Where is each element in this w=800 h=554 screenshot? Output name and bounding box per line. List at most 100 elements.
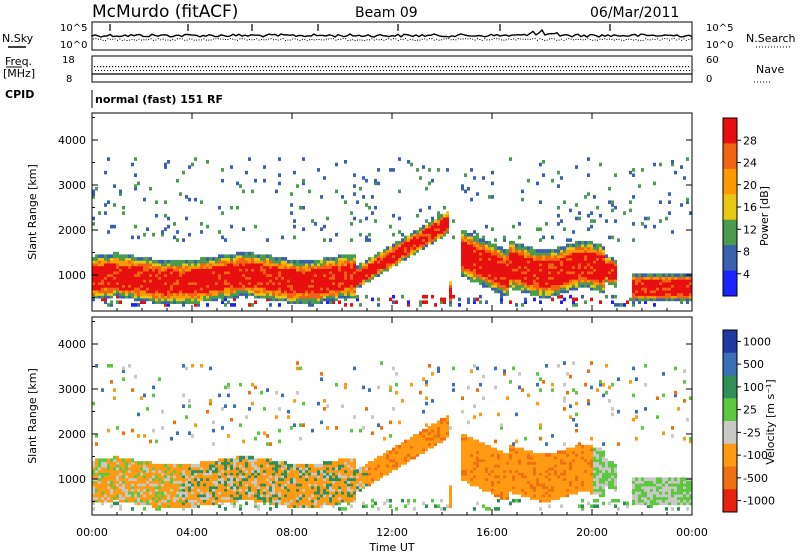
nsearch-dot: [510, 39, 512, 40]
echo-cell: [296, 278, 299, 283]
echo-cell: [485, 249, 488, 253]
echo-cell: [596, 281, 599, 285]
echo-cell: [137, 284, 140, 288]
echo-cell: [209, 501, 212, 506]
echo-cell: [128, 480, 131, 484]
echo-cell: [524, 270, 527, 275]
echo-cell: [128, 292, 131, 296]
echo-cell: [665, 276, 668, 280]
echo-cell: [266, 297, 269, 302]
echo-cell: [638, 273, 641, 277]
echo-cell: [557, 294, 560, 299]
echo-cell: [350, 281, 353, 285]
echo-cell: [110, 364, 113, 368]
echo-cell: [92, 482, 95, 487]
echo-cell: [554, 267, 557, 272]
echo-cell: [212, 442, 215, 446]
echo-cell: [146, 496, 149, 500]
echo-cell: [491, 259, 494, 264]
echo-cell: [287, 292, 290, 296]
echo-cell: [311, 278, 314, 283]
nave-dot: [410, 70, 411, 71]
nsearch-dot: [493, 38, 495, 39]
echo-cell: [233, 488, 236, 492]
echo-cell: [110, 480, 113, 484]
echo-cell: [650, 273, 653, 277]
echo-cell: [200, 488, 203, 492]
echo-cell: [215, 289, 218, 294]
echo-cell: [464, 262, 467, 267]
echo-cell: [197, 504, 200, 508]
echo-cell: [665, 284, 668, 288]
nave-dot: [425, 70, 426, 71]
echo-cell: [533, 273, 536, 277]
echo-cell: [476, 267, 479, 272]
echo-cell: [518, 278, 521, 283]
echo-cell: [470, 197, 473, 202]
echo-cell: [446, 216, 449, 221]
echo-cell: [335, 262, 338, 267]
echo-cell: [191, 259, 194, 264]
echo-cell: [221, 178, 224, 183]
echo-cell: [206, 469, 209, 473]
nave-label: Nave: [756, 63, 784, 76]
echo-cell: [272, 474, 275, 479]
echo-cell: [212, 501, 215, 506]
echo-cell: [164, 227, 167, 231]
echo-cell: [209, 474, 212, 479]
echo-cell: [581, 267, 584, 272]
echo-cell: [653, 278, 656, 283]
echo-cell: [227, 493, 230, 498]
echo-cell: [686, 294, 689, 299]
nsearch-dot: [589, 39, 591, 41]
echo-cell: [206, 409, 209, 414]
echo-cell: [254, 286, 257, 291]
echo-cell: [101, 471, 104, 476]
freq-dot: [286, 66, 288, 68]
echo-cell: [464, 254, 467, 258]
echo-cell: [209, 281, 212, 285]
echo-cell: [380, 251, 383, 256]
echo-cell: [179, 300, 182, 304]
freq-dot: [349, 66, 351, 68]
freq-dot: [511, 66, 513, 68]
echo-cell: [362, 276, 365, 280]
echo-cell: [587, 262, 590, 267]
echo-cell: [215, 292, 218, 296]
echo-cell: [290, 289, 293, 294]
nsearch-dot: [453, 39, 454, 41]
echo-cell: [179, 265, 182, 269]
echo-cell: [101, 276, 104, 280]
freq-label-2: [MHz]: [3, 67, 35, 80]
echo-cell: [170, 480, 173, 484]
echo-cell: [335, 297, 338, 302]
echo-cell: [125, 471, 128, 476]
echo-cell: [230, 254, 233, 258]
echo-cell: [215, 466, 218, 471]
echo-cell: [335, 276, 338, 280]
echo-cell: [164, 278, 167, 283]
echo-cell: [575, 246, 578, 250]
echo-cell: [443, 219, 446, 223]
echo-cell: [659, 284, 662, 288]
echo-cell: [377, 297, 380, 302]
echo-cell: [224, 292, 227, 296]
echo-cell: [269, 490, 272, 495]
echo-cell: [551, 267, 554, 272]
echo-cell: [143, 267, 146, 272]
echo-cell: [275, 284, 278, 288]
echo-cell: [356, 281, 359, 285]
echo-cell: [518, 273, 521, 277]
echo-cell: [104, 273, 107, 277]
echo-cell: [95, 496, 98, 500]
echo-cell: [140, 482, 143, 487]
echo-cell: [284, 294, 287, 299]
freq-dot: [472, 66, 474, 68]
freq-tick-bottom: 8: [66, 74, 72, 85]
echo-cell: [158, 501, 161, 506]
echo-cell: [134, 469, 137, 473]
echo-cell: [332, 257, 335, 261]
echo-cell: [290, 192, 293, 196]
echo-cell: [566, 281, 569, 285]
echo-cell: [125, 265, 128, 269]
